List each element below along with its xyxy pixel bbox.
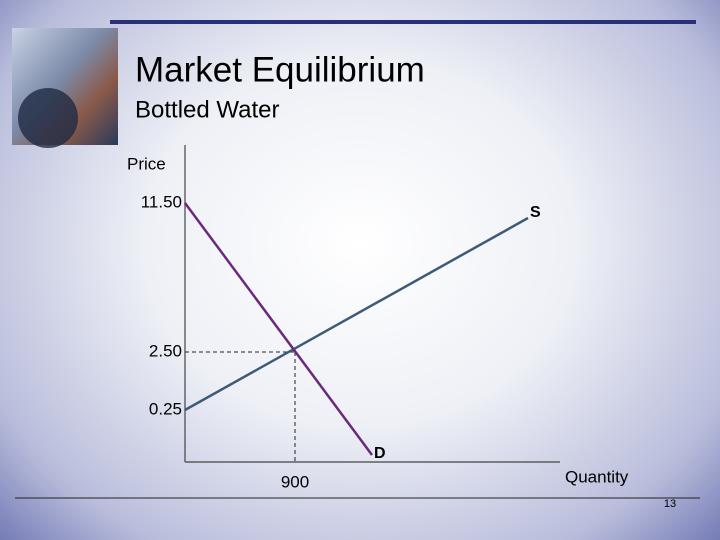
top-bar — [110, 20, 696, 24]
supply-curve — [184, 216, 529, 412]
y-label: 2.50 — [149, 341, 182, 360]
globe-icon — [18, 88, 78, 148]
demand-curve — [183, 202, 374, 456]
y-axis-label: Price — [127, 154, 166, 173]
y-label: 11.50 — [141, 192, 182, 211]
title: Market Equilibrium — [135, 50, 425, 89]
subtitle: Bottled Water — [135, 96, 280, 123]
x-axis-label: Quantity — [565, 467, 629, 486]
x-label: 900 — [281, 472, 309, 491]
page-number: 13 — [664, 498, 676, 510]
supply-label: S — [530, 204, 541, 221]
demand-label: D — [374, 445, 386, 462]
y-label: 0.25 — [149, 399, 182, 418]
